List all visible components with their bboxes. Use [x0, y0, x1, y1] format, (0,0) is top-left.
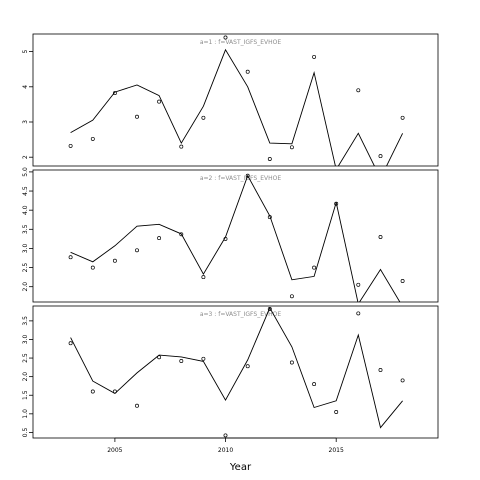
- plot-area: [68, 306, 405, 438]
- panel-frame: [32, 33, 439, 167]
- y-tick-label: 2: [22, 155, 29, 159]
- plot-area: [68, 35, 405, 182]
- y-tick-label: 3.0: [22, 243, 29, 253]
- observed-point: [112, 91, 117, 96]
- fitted-line: [70, 174, 401, 302]
- observed-point: [68, 255, 73, 260]
- y-tick-label: 2.5: [22, 263, 29, 273]
- panel-1: 2 3 4 5 a=1 : f=VAST_IGFS_EVHOE: [22, 33, 439, 182]
- observed-point: [90, 389, 95, 394]
- observed-point: [334, 410, 339, 414]
- observed-point: [135, 403, 139, 408]
- y-tick-label: 3: [22, 120, 29, 124]
- observed-point: [356, 311, 361, 316]
- observed-point: [112, 389, 117, 394]
- plot-area: [68, 173, 405, 302]
- fitted-line: [70, 48, 404, 166]
- observed-point: [289, 294, 294, 299]
- observed-point: [312, 54, 317, 59]
- observed-point: [201, 275, 206, 280]
- observed-point: [112, 258, 117, 263]
- observed-point: [201, 115, 206, 120]
- y-tick-label: 3.5: [22, 224, 29, 234]
- y-tick-label: 2.0: [22, 282, 29, 292]
- observed-point: [223, 35, 228, 40]
- observed-point: [356, 88, 361, 93]
- observed-point: [179, 144, 184, 149]
- observed-point: [334, 201, 339, 206]
- observed-point: [267, 157, 272, 161]
- panel-frame: [32, 305, 439, 439]
- observed-point: [267, 307, 272, 311]
- x-axis-title: Year: [229, 462, 252, 473]
- observed-point: [312, 382, 317, 387]
- observed-point: [68, 341, 73, 346]
- observed-point: [378, 235, 383, 239]
- observed-point: [245, 173, 250, 178]
- observed-point: [289, 360, 294, 365]
- y-tick-label: 1.0: [22, 409, 29, 419]
- observed-point: [378, 368, 383, 372]
- panel-2: 2.0 2.5 3.0 3.5 4.0 4.5 5.0 a=2 : f=VAST_IGFS_E…: [22, 167, 439, 303]
- observed-point: [90, 136, 95, 141]
- observed-point: [157, 236, 162, 241]
- observed-point: [201, 356, 206, 361]
- observed-point: [378, 154, 383, 159]
- observed-point: [400, 279, 405, 283]
- y-tick-label: 3.0: [22, 335, 29, 345]
- y-tick-label: 5.0: [22, 167, 29, 177]
- observed-point: [245, 69, 250, 74]
- x-tick-label: 2005: [107, 447, 122, 454]
- observed-point: [68, 143, 73, 148]
- x-tick-label: 2015: [329, 447, 344, 454]
- panel-title: a=1 : f=VAST_IGFS_EVHOE: [200, 39, 281, 46]
- y-tick-label: 2.0: [22, 372, 29, 382]
- observed-point: [245, 364, 250, 369]
- panel-frame: [32, 169, 439, 303]
- observed-point: [312, 265, 317, 270]
- y-tick-label: 5: [22, 50, 29, 54]
- y-tick-label: 2.5: [22, 353, 29, 363]
- observed-point: [90, 265, 95, 270]
- x-axis: 2005 2010 2015 Year: [107, 437, 344, 473]
- panel-title: a=2 : f=VAST_IGFS_EVHOE: [200, 175, 281, 182]
- observed-point: [157, 355, 162, 360]
- y-tick-label: 4: [22, 85, 29, 89]
- y-tick-label: 1.5: [22, 390, 29, 400]
- observed-point: [400, 378, 405, 383]
- observed-point: [400, 115, 405, 120]
- x-tick-label: 2010: [218, 447, 233, 454]
- panel-title: a=3 : f=VAST_IGFS_EVHOE: [200, 311, 281, 318]
- observed-point: [223, 236, 228, 241]
- observed-point: [135, 114, 139, 119]
- observed-point: [157, 99, 162, 104]
- y-tick-label: 3.5: [22, 316, 29, 326]
- observed-point: [267, 215, 272, 220]
- y-tick-label: 0.5: [22, 427, 29, 437]
- observed-point: [135, 248, 139, 253]
- observed-point: [289, 145, 294, 150]
- observed-point: [356, 282, 361, 287]
- y-tick-label: 4.0: [22, 205, 29, 215]
- observed-point: [223, 433, 228, 438]
- y-tick-label: 4.5: [22, 186, 29, 196]
- observed-point: [179, 359, 184, 363]
- fitted-line: [70, 306, 403, 429]
- panel-3: 0.5 1.0 1.5 2.0 2.5 3.0 3.5 a=3 : f=VAST_IGFS_E…: [22, 305, 439, 439]
- observed-point: [179, 232, 184, 237]
- observed-point: [335, 179, 338, 182]
